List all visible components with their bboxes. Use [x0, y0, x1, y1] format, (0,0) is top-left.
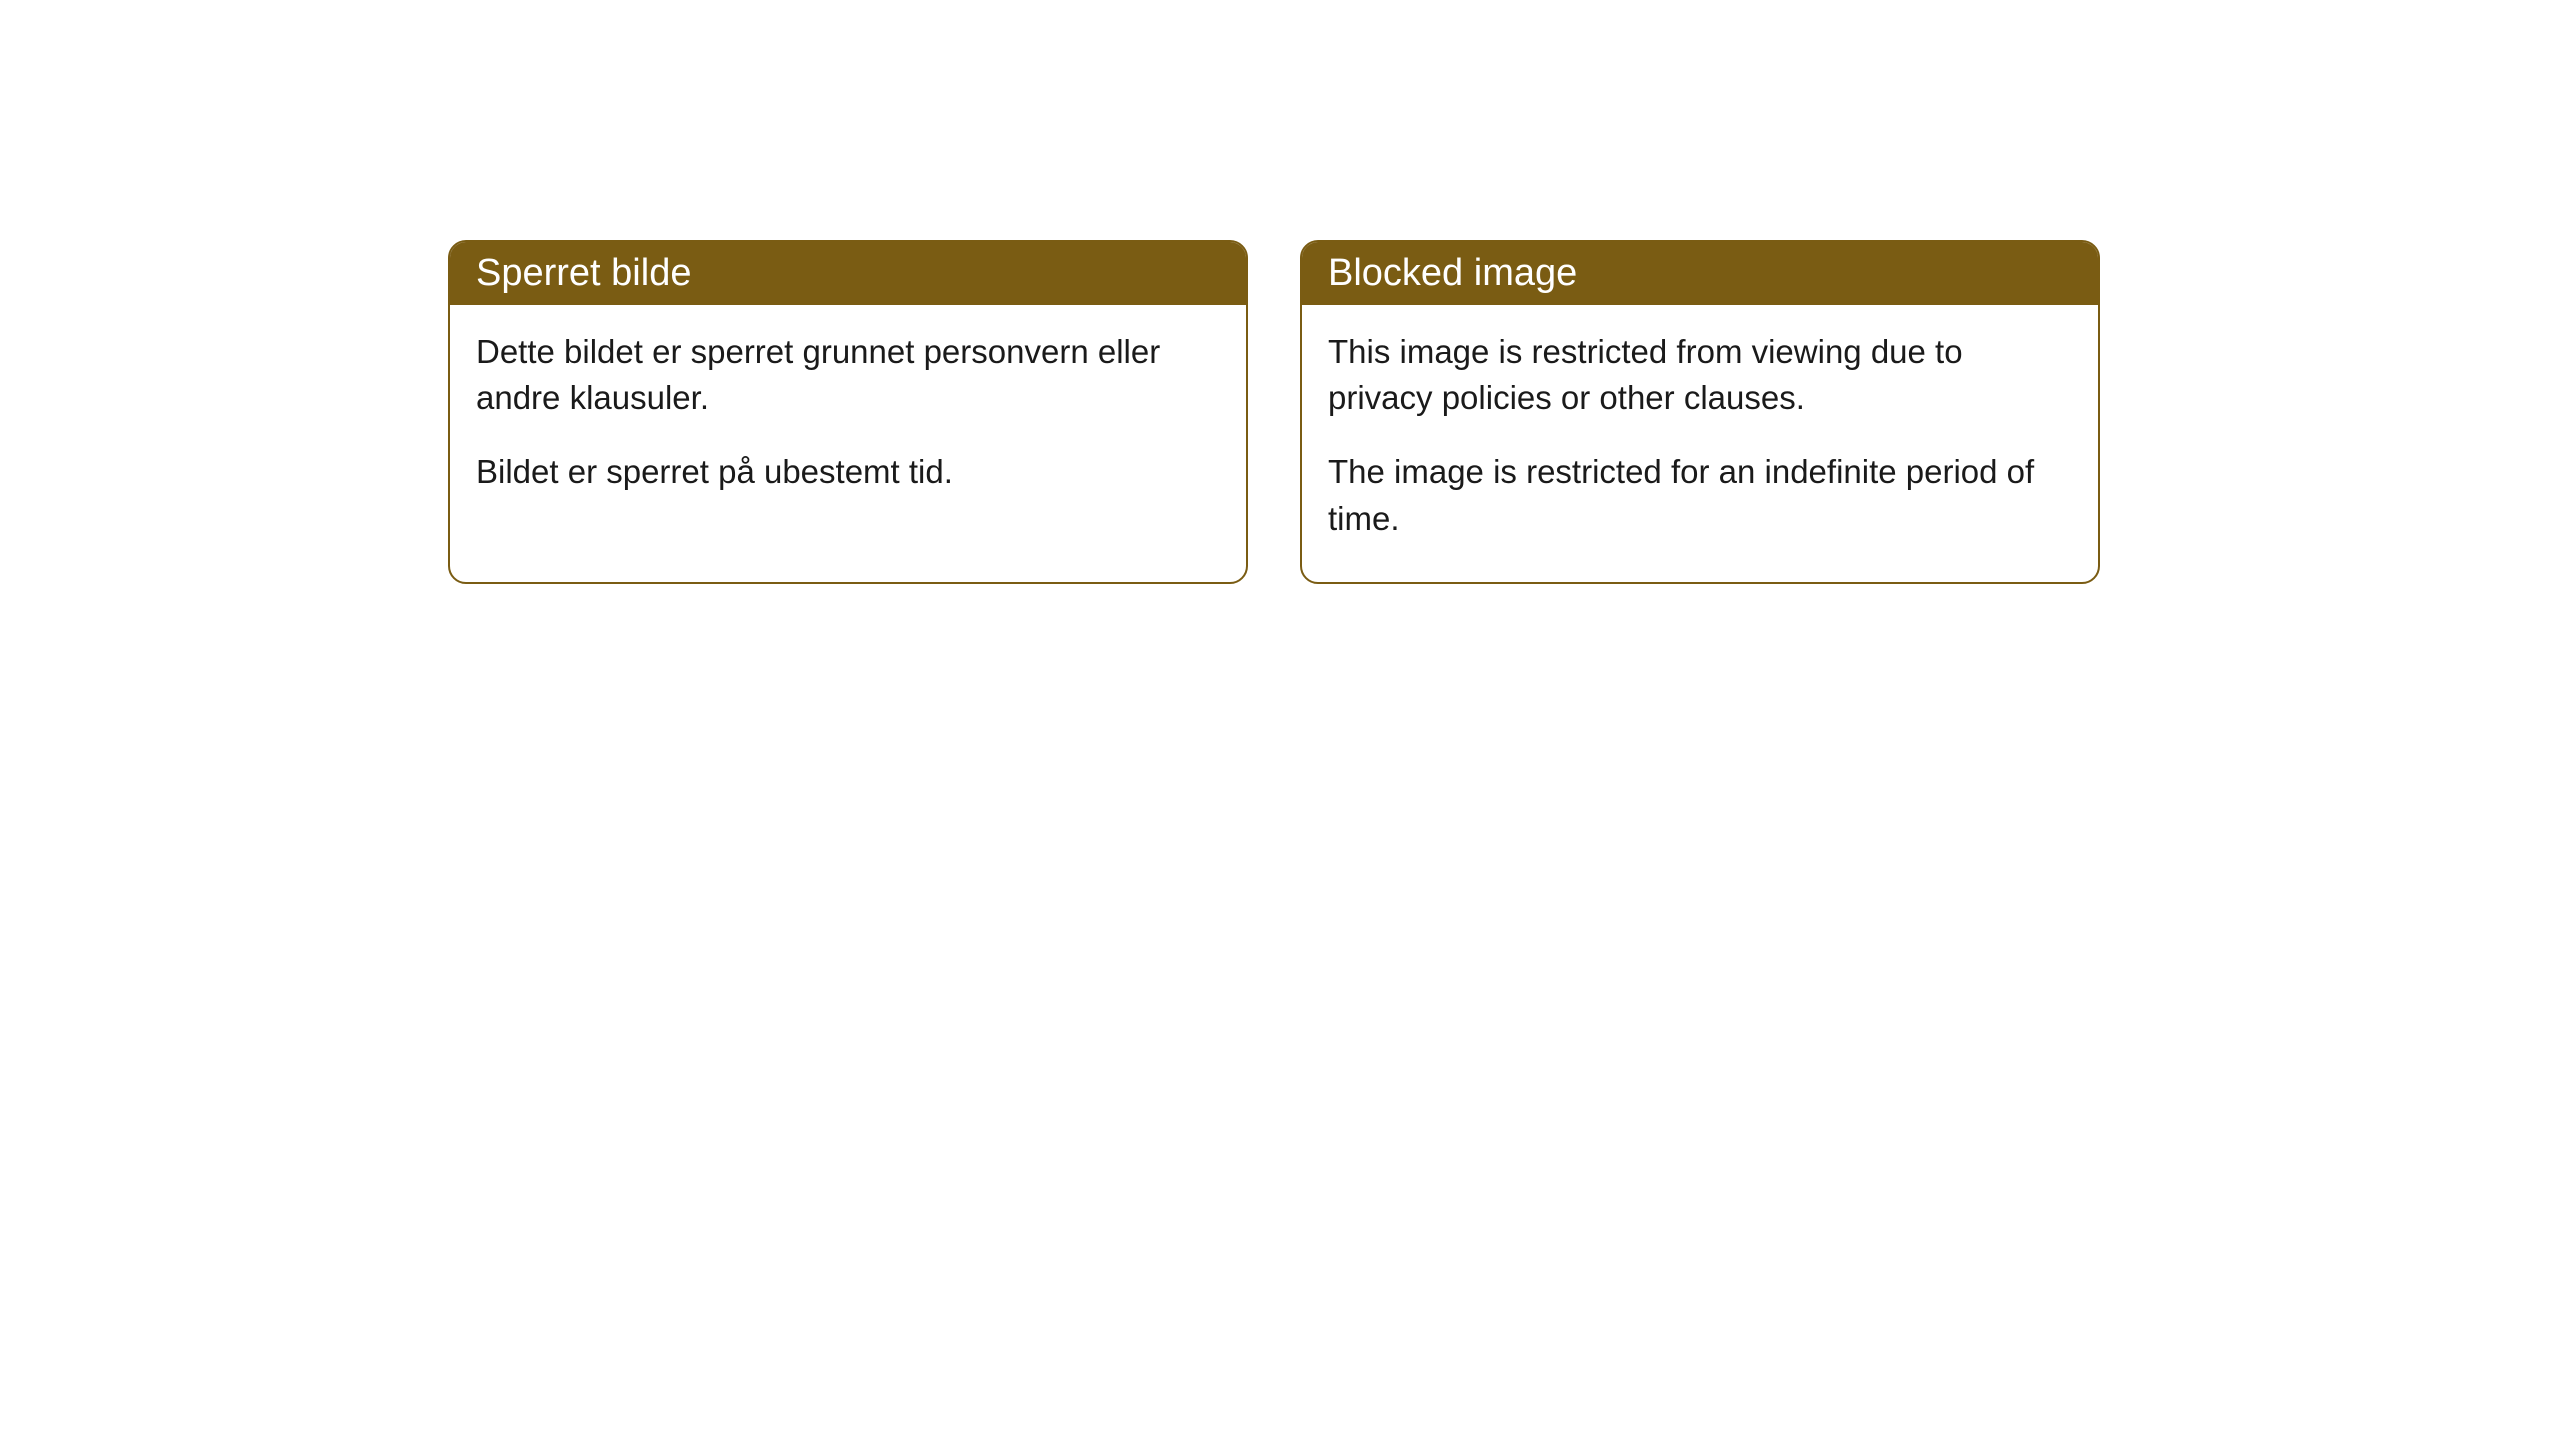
card-title: Blocked image	[1328, 252, 1577, 294]
notice-card-english: Blocked image This image is restricted f…	[1300, 240, 2100, 584]
card-title: Sperret bilde	[476, 252, 691, 294]
card-paragraph-2: The image is restricted for an indefinit…	[1328, 449, 2072, 541]
notice-cards-container: Sperret bilde Dette bildet er sperret gr…	[448, 240, 2100, 584]
card-paragraph-1: This image is restricted from viewing du…	[1328, 329, 2072, 421]
notice-card-norwegian: Sperret bilde Dette bildet er sperret gr…	[448, 240, 1248, 584]
card-paragraph-1: Dette bildet er sperret grunnet personve…	[476, 329, 1220, 421]
card-body-english: This image is restricted from viewing du…	[1302, 305, 2098, 582]
card-paragraph-2: Bildet er sperret på ubestemt tid.	[476, 449, 1220, 495]
card-header-english: Blocked image	[1302, 242, 2098, 305]
card-body-norwegian: Dette bildet er sperret grunnet personve…	[450, 305, 1246, 536]
card-header-norwegian: Sperret bilde	[450, 242, 1246, 305]
